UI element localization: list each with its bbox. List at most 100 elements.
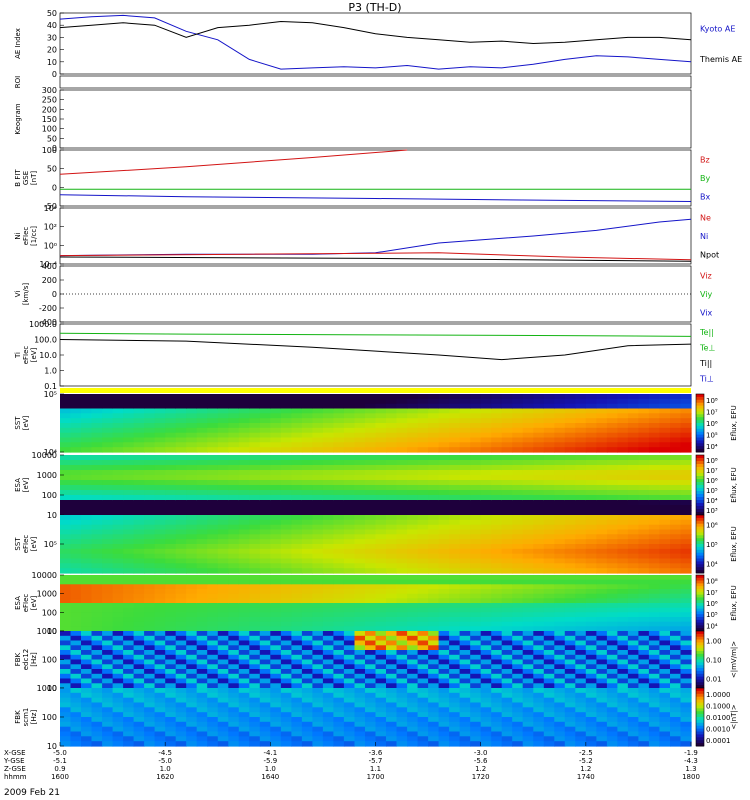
heatmap-cell	[249, 534, 261, 540]
heatmap-cell	[680, 697, 692, 704]
heatmap-cell	[627, 683, 639, 689]
heatmap-cell	[564, 593, 576, 599]
heatmap-cell	[648, 731, 660, 737]
heatmap-cell	[259, 584, 271, 590]
heatmap-cell	[270, 688, 282, 694]
heatmap-cell	[407, 640, 419, 646]
heatmap-cell	[470, 490, 482, 496]
heatmap-cell	[533, 394, 545, 400]
heatmap-cell	[396, 736, 408, 742]
heatmap-cell	[480, 442, 492, 448]
heatmap-cell	[543, 654, 555, 661]
heatmap-cell	[501, 659, 513, 665]
heatmap-cell	[386, 688, 398, 694]
heatmap-cell	[480, 697, 492, 704]
y-tick-label: 200	[42, 276, 57, 285]
heatmap-cell	[333, 669, 345, 675]
heatmap-cell	[322, 607, 334, 613]
heatmap-cell	[301, 589, 313, 595]
heatmap-cell	[165, 534, 177, 540]
heatmap-cell	[575, 553, 587, 560]
heatmap-cell	[165, 519, 177, 526]
heatmap-cell	[91, 707, 103, 713]
colorbar-segment	[696, 515, 704, 519]
heatmap-cell	[228, 589, 240, 595]
heatmap-cell	[522, 505, 534, 511]
heatmap-cell	[670, 688, 682, 694]
heatmap-cell	[186, 465, 198, 471]
heatmap-cell	[449, 717, 461, 723]
heatmap-cell	[480, 621, 492, 627]
series-bx	[59, 194, 692, 202]
heatmap-cell	[102, 717, 114, 723]
heatmap-cell	[301, 544, 313, 550]
heatmap-cell	[154, 490, 166, 496]
heatmap-cell	[680, 442, 692, 448]
heatmap-cell	[480, 589, 492, 595]
heatmap-cell	[522, 539, 534, 545]
heatmap-cell	[165, 548, 177, 555]
heatmap-cell	[312, 669, 324, 675]
heatmap-cell	[375, 553, 387, 560]
heatmap-cell	[291, 631, 303, 637]
heatmap-cell	[102, 423, 114, 429]
heatmap-cell	[648, 692, 660, 699]
heatmap-cell	[365, 455, 377, 461]
heatmap-cell	[575, 394, 587, 400]
heatmap-cell	[522, 548, 534, 555]
heatmap-cell	[301, 683, 313, 689]
heatmap-cell	[91, 659, 103, 665]
heatmap-cell	[60, 612, 72, 618]
heatmap-cell	[428, 603, 440, 609]
heatmap-cell	[133, 589, 145, 595]
heatmap-cell	[91, 593, 103, 599]
heatmap-cell	[196, 654, 208, 661]
heatmap-cell	[438, 437, 450, 443]
heatmap-cell	[533, 697, 545, 704]
heatmap-cell	[617, 455, 629, 461]
heatmap-cell	[228, 432, 240, 439]
heatmap-cell	[60, 654, 72, 661]
heatmap-cell	[522, 721, 534, 728]
heatmap-cell	[596, 579, 608, 585]
heatmap-cell	[606, 418, 618, 424]
heatmap-cell	[365, 495, 377, 501]
x-tick-label: -3.6	[369, 749, 383, 757]
heatmap-cell	[144, 500, 156, 506]
colorbar-segment	[696, 500, 704, 504]
heatmap-cell	[112, 524, 124, 531]
heatmap-cell	[386, 664, 398, 670]
heatmap-cell	[343, 423, 355, 429]
heatmap-cell	[491, 408, 503, 414]
heatmap-cell	[280, 394, 292, 400]
heatmap-cell	[480, 455, 492, 461]
heatmap-cell	[354, 678, 366, 684]
heatmap-cell	[280, 529, 292, 535]
heatmap-cell	[60, 721, 72, 728]
heatmap-cell	[70, 437, 82, 443]
heatmap-cell	[659, 413, 671, 419]
heatmap-cell	[175, 741, 187, 747]
heatmap-cell	[386, 568, 398, 574]
heatmap-cell	[312, 539, 324, 545]
heatmap-cell	[301, 437, 313, 443]
heatmap-cell	[648, 529, 660, 535]
heatmap-cell	[175, 697, 187, 704]
heatmap-cell	[533, 505, 545, 511]
heatmap-cell	[449, 707, 461, 713]
heatmap-cell	[112, 598, 124, 604]
heatmap-cell	[259, 717, 271, 723]
heatmap-cell	[543, 427, 555, 434]
heatmap-cell	[470, 603, 482, 609]
heatmap-cell	[291, 470, 303, 476]
heatmap-cell	[617, 669, 629, 675]
heatmap-cell	[670, 529, 682, 535]
heatmap-cell	[70, 505, 82, 511]
heatmap-cell	[617, 515, 629, 521]
heatmap-cell	[365, 465, 377, 471]
heatmap-cell	[186, 510, 198, 516]
heatmap-cell	[512, 741, 524, 747]
colorbar-segment	[696, 600, 704, 604]
heatmap-cell	[627, 654, 639, 661]
heatmap-cell	[648, 432, 660, 439]
